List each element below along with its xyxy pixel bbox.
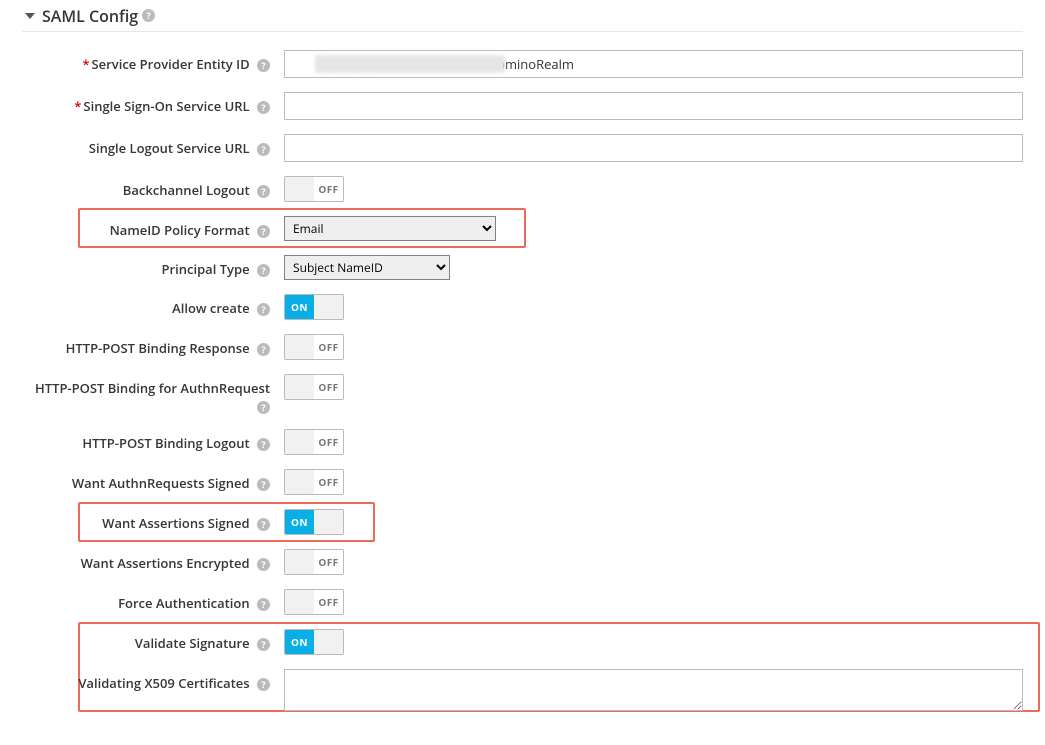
label-post-logout: HTTP-POST Binding Logout ? <box>22 429 284 453</box>
label-force-auth: Force Authentication ? <box>22 589 284 613</box>
toggle-post-response[interactable]: OFF <box>284 334 344 360</box>
help-icon[interactable]: ? <box>257 185 270 198</box>
help-icon[interactable]: ? <box>257 143 270 156</box>
row-assert-enc: Want Assertions Encrypted ? OFF <box>22 549 1023 575</box>
label-assert-signed: Want Assertions Signed ? <box>22 509 284 533</box>
help-icon[interactable]: ? <box>257 598 270 611</box>
toggle-validate-sig[interactable]: ON <box>284 629 344 655</box>
input-x509[interactable] <box>284 669 1023 711</box>
label-authn-signed: Want AuthnRequests Signed ? <box>22 469 284 493</box>
row-post-authn: HTTP-POST Binding for AuthnRequest ? OFF <box>22 374 1023 415</box>
row-logout-url: Single Logout Service URL ? <box>22 134 1023 162</box>
help-icon[interactable]: ? <box>257 225 270 238</box>
label-x509: Validating X509 Certificates ? <box>22 669 284 693</box>
row-validate-sig: Validate Signature ? ON <box>22 629 1023 655</box>
input-logout-url[interactable] <box>284 134 1023 162</box>
toggle-allow-create[interactable]: ON <box>284 294 344 320</box>
caret-down-icon <box>25 13 35 19</box>
label-validate-sig: Validate Signature ? <box>22 629 284 653</box>
toggle-assert-enc[interactable]: OFF <box>284 549 344 575</box>
row-force-auth: Force Authentication ? OFF <box>22 589 1023 615</box>
row-x509: Validating X509 Certificates ? <box>22 669 1023 711</box>
section-title: SAML Config <box>42 5 138 27</box>
label-allow-create: Allow create ? <box>22 294 284 318</box>
help-icon[interactable]: ? <box>257 59 270 72</box>
help-icon[interactable]: ? <box>257 518 270 531</box>
label-assert-enc: Want Assertions Encrypted ? <box>22 549 284 573</box>
label-post-response: HTTP-POST Binding Response ? <box>22 334 284 358</box>
help-icon[interactable]: ? <box>257 343 270 356</box>
help-icon[interactable]: ? <box>257 401 270 414</box>
toggle-force-auth[interactable]: OFF <box>284 589 344 615</box>
help-icon[interactable]: ? <box>257 638 270 651</box>
label-principal: Principal Type ? <box>22 255 284 279</box>
toggle-post-authn[interactable]: OFF <box>284 374 344 400</box>
input-sso-url[interactable] <box>284 92 1023 120</box>
label-sso-url: *Single Sign-On Service URL ? <box>22 92 284 116</box>
help-icon[interactable]: ? <box>142 9 155 22</box>
help-icon[interactable]: ? <box>257 264 270 277</box>
row-post-logout: HTTP-POST Binding Logout ? OFF <box>22 429 1023 455</box>
label-post-authn: HTTP-POST Binding for AuthnRequest ? <box>22 374 284 415</box>
label-logout-url: Single Logout Service URL ? <box>22 134 284 158</box>
toggle-post-logout[interactable]: OFF <box>284 429 344 455</box>
help-icon[interactable]: ? <box>257 678 270 691</box>
help-icon[interactable]: ? <box>257 101 270 114</box>
row-assert-signed: Want Assertions Signed ? ON <box>22 509 1023 535</box>
select-nameid[interactable]: Email <box>284 216 496 241</box>
help-icon[interactable]: ? <box>257 478 270 491</box>
help-icon[interactable]: ? <box>257 303 270 316</box>
toggle-assert-signed[interactable]: ON <box>284 509 344 535</box>
row-allow-create: Allow create ? ON <box>22 294 1023 320</box>
row-authn-signed: Want AuthnRequests Signed ? OFF <box>22 469 1023 495</box>
select-principal[interactable]: Subject NameID <box>284 255 450 280</box>
help-icon[interactable]: ? <box>257 438 270 451</box>
row-sso-url: *Single Sign-On Service URL ? <box>22 92 1023 120</box>
toggle-backchannel[interactable]: OFF <box>284 176 344 202</box>
toggle-authn-signed[interactable]: OFF <box>284 469 344 495</box>
redacted-region <box>315 55 505 73</box>
help-icon[interactable]: ? <box>257 558 270 571</box>
row-principal: Principal Type ? Subject NameID <box>22 255 1023 280</box>
row-nameid: NameID Policy Format ? Email <box>22 216 1023 241</box>
label-entity-id: *Service Provider Entity ID ? <box>22 50 284 74</box>
row-backchannel: Backchannel Logout ? OFF <box>22 176 1023 202</box>
label-nameid: NameID Policy Format ? <box>22 216 284 240</box>
section-header[interactable]: SAML Config ? <box>22 0 1023 32</box>
row-entity-id: *Service Provider Entity ID ? <box>22 50 1023 78</box>
label-backchannel: Backchannel Logout ? <box>22 176 284 200</box>
row-post-response: HTTP-POST Binding Response ? OFF <box>22 334 1023 360</box>
